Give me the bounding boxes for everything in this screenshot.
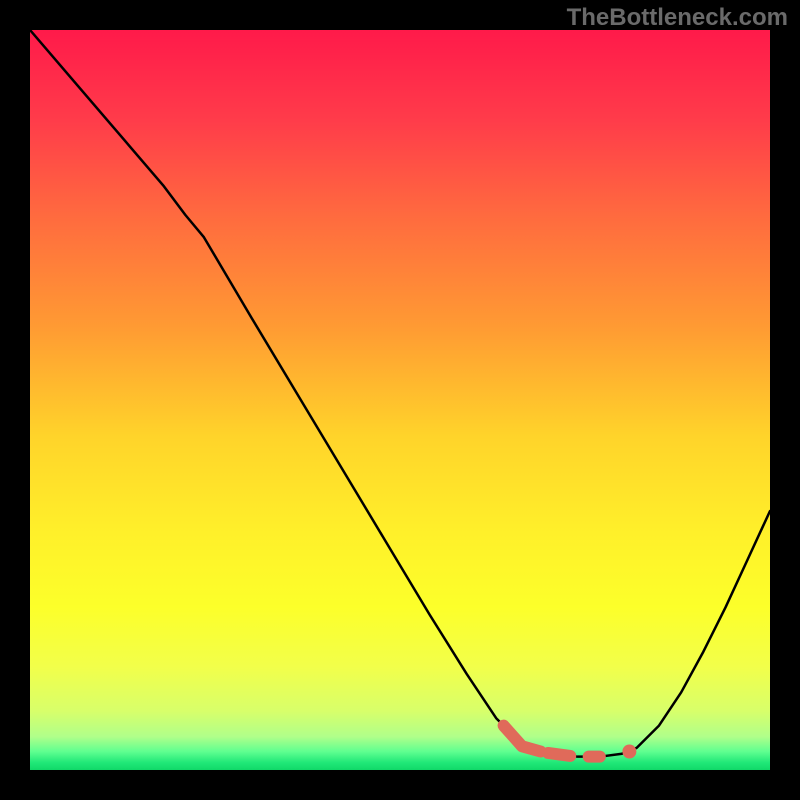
chart-svg [30,30,770,770]
watermark-text: TheBottleneck.com [567,4,788,32]
marker-segment-1 [548,753,570,756]
gradient-background [30,30,770,770]
plot-area [30,30,770,770]
marker-dot-0 [622,745,636,759]
chart-container: TheBottleneck.com [0,0,800,800]
